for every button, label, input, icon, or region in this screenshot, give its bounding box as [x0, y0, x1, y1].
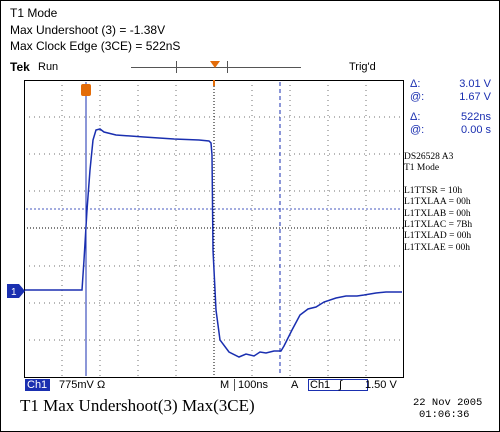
channel1-ground-marker: 1 [7, 284, 25, 298]
register-line: L1TXLAC = 7Bh [404, 220, 473, 231]
device-mode: T1 Mode [404, 163, 440, 174]
capture-date: 22 Nov 2005 [413, 397, 483, 409]
device-info-block: DS26528 A3 T1 Mode L1TTSR = 10h L1TXLAA … [404, 152, 472, 254]
run-state: Run [38, 61, 59, 73]
caption-mode: T1 Mode [10, 6, 58, 20]
trigger-position-marker [210, 61, 220, 68]
time-delta-symbol: Δ: [410, 111, 421, 123]
trigger-slope-icon: ∫ [339, 379, 343, 391]
record-window [176, 61, 228, 73]
caption-clock-edge: Max Clock Edge (3CE) = 522nS [10, 39, 181, 53]
channel1-badge: Ch1 [25, 379, 50, 391]
scope-brand: Tek [10, 60, 30, 74]
channel1-waveform [25, 128, 402, 358]
trigger-source-box [308, 379, 368, 391]
bottom-title: T1 Max Undershoot(3) Max(3CE) [20, 396, 255, 415]
timebase-value: 100ns [234, 379, 268, 391]
caption-undershoot: Max Undershoot (3) = -1.38V [10, 23, 166, 37]
register-line: L1TXLAA = 00h [404, 197, 471, 208]
trigger-channel: Ch1 [310, 379, 331, 391]
time-at-value: 0.00 s [461, 124, 491, 136]
acquisition-prefix: A [291, 379, 299, 391]
trigger-state: Trig'd [349, 61, 376, 73]
volts-per-div: 775mV [59, 379, 94, 391]
device-name: DS26528 A3 [404, 152, 454, 162]
register-line: L1TTSR = 10h [404, 185, 463, 196]
voltage-delta-symbol: Δ: [410, 78, 421, 90]
impedance-symbol: Ω [97, 379, 106, 391]
voltage-at-symbol: @: [410, 91, 425, 103]
graticule-center-axes [24, 80, 404, 378]
horizontal-cursor-marker [81, 84, 91, 96]
register-line: L1TXLAE = 00h [404, 242, 471, 253]
capture-time: 01:06:36 [419, 409, 470, 421]
time-delta-value: 522ns [461, 111, 491, 123]
voltage-delta-value: 3.01 V [459, 78, 491, 90]
timebase-prefix: M [220, 379, 230, 391]
time-at-symbol: @: [410, 124, 425, 136]
trigger-level: 1.50 V [365, 379, 397, 391]
graticule-border [24, 80, 404, 378]
register-line: L1TXLAD = 00h [404, 231, 472, 242]
oscilloscope-graticule [24, 80, 404, 378]
register-line: L1TXLAB = 00h [404, 208, 471, 219]
voltage-at-value: 1.67 V [459, 91, 491, 103]
channel1-marker-label: 1 [11, 287, 17, 298]
